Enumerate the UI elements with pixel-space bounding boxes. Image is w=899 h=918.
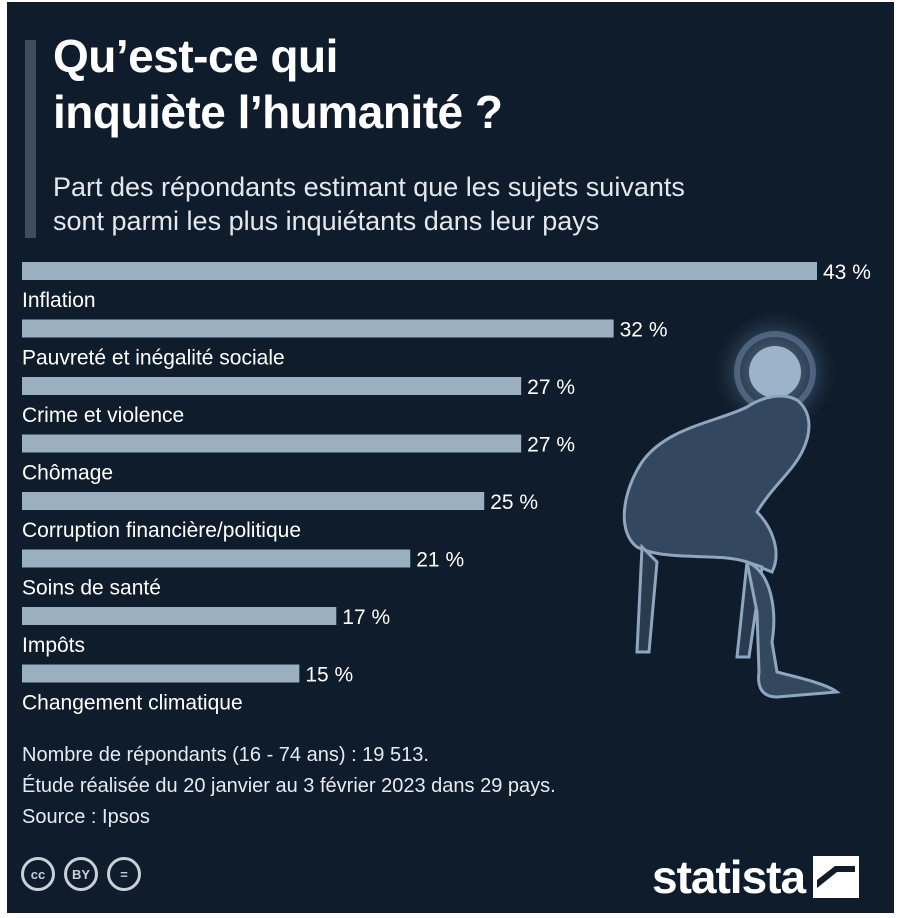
bar-6: [22, 607, 337, 625]
category-label-5: Soins de santé: [22, 577, 161, 600]
bar-0: [22, 262, 817, 280]
value-label-3: 27 %: [527, 434, 575, 457]
title-accent-bar: [25, 40, 36, 238]
bar-3: [22, 434, 522, 453]
study-note: Étude réalisée du 20 janvier au 3 févrie…: [22, 775, 556, 797]
worried-person-icon: [622, 312, 841, 699]
value-label-5: 21 %: [416, 549, 464, 572]
subtitle-line: Part des répondants estimant que les suj…: [53, 172, 685, 202]
bar-2: [22, 377, 522, 395]
bar-7: [22, 664, 300, 683]
license-icons: cc BY =: [21, 857, 141, 891]
chart-title-text: Qu’est-ce qui inquiète l’humanité ?: [53, 30, 503, 138]
chart-title: Qu’est-ce qui inquiète l’humanité ?: [53, 28, 503, 140]
chart-subtitle: Part des répondants estimant que les suj…: [53, 170, 833, 238]
category-label-6: Impôts: [22, 634, 85, 657]
infographic-card: Qu’est-ce qui inquiète l’humanité ? Part …: [7, 2, 894, 913]
category-label-3: Chômage: [22, 462, 113, 485]
bar-5: [22, 549, 411, 568]
category-label-2: Crime et violence: [22, 404, 184, 427]
value-label-2: 27 %: [527, 376, 575, 399]
value-label-1: 32 %: [620, 319, 668, 342]
bar-4: [22, 492, 485, 510]
category-label-7: Changement climatique: [22, 692, 243, 715]
category-label-4: Corruption financière/politique: [22, 519, 301, 542]
value-label-6: 17 %: [342, 606, 390, 629]
no-derivatives-icon[interactable]: =: [107, 857, 141, 891]
attribution-icon[interactable]: BY: [64, 857, 98, 891]
value-label-0: 43 %: [823, 261, 871, 284]
cc-license-icon[interactable]: cc: [21, 857, 55, 891]
bar-1: [22, 319, 614, 338]
source-note: Source : Ipsos: [22, 806, 150, 828]
chart-title-line: inquiète l’humanité ?: [53, 86, 503, 138]
category-label-0: Inflation: [22, 289, 96, 312]
category-label-1: Pauvreté et inégalité sociale: [22, 347, 285, 370]
value-label-7: 15 %: [305, 664, 353, 687]
chart-notes: Nombre de répondants (16 - 74 ans) : 19 …: [22, 740, 556, 833]
subtitle-line: sont parmi les plus inquiétants dans leu…: [53, 206, 600, 236]
value-label-4: 25 %: [490, 491, 538, 514]
chart-title-line: Qu’est-ce qui: [53, 30, 338, 82]
statista-wordmark: statista: [652, 851, 806, 903]
statista-brand[interactable]: statista: [652, 850, 860, 904]
statista-logo-icon: [813, 856, 860, 898]
bar-chart: 43 % Inflation 32 % Pauvreté et inégalité s…: [22, 261, 871, 715]
respondents-note: Nombre de répondants (16 - 74 ans) : 19 …: [22, 744, 429, 766]
